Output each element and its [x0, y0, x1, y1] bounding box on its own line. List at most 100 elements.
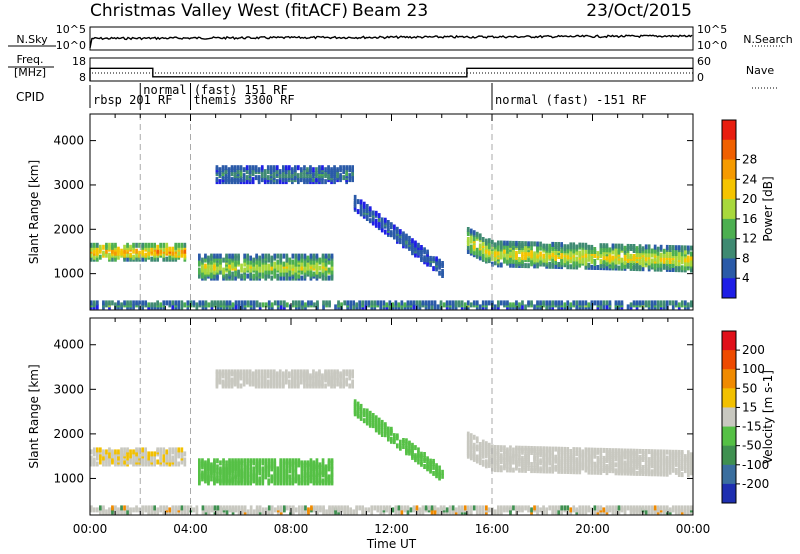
echo-cell	[257, 375, 261, 381]
echo-cell	[201, 257, 204, 263]
echo-cell	[228, 458, 231, 464]
echo-cell	[593, 247, 597, 252]
echo-cell	[650, 505, 654, 511]
echo-cell	[426, 249, 429, 255]
echo-cell	[225, 273, 228, 279]
echo-cell	[563, 302, 567, 308]
echo-cell	[272, 383, 276, 389]
echo-cell	[438, 469, 441, 475]
echo-cell	[441, 473, 444, 479]
echo-cell	[659, 505, 663, 511]
echo-cell	[677, 265, 681, 271]
echo-cell	[288, 275, 292, 281]
echo-cell	[316, 300, 319, 306]
echo-cell	[548, 243, 551, 249]
echo-cell	[174, 447, 178, 453]
echo-cell	[309, 458, 313, 464]
echo-cell	[659, 449, 663, 455]
echo-cell	[210, 253, 213, 259]
echo-cell	[289, 304, 292, 310]
echo-cell	[316, 509, 319, 515]
echo-cell	[402, 438, 405, 443]
y-axis-label: Slant Range [km]	[27, 364, 41, 468]
echo-cell	[285, 369, 288, 375]
echo-cell	[174, 242, 178, 248]
echo-cell	[234, 300, 238, 306]
echo-cell	[690, 452, 693, 458]
echo-cell	[536, 261, 539, 267]
echo-cell	[352, 509, 355, 515]
echo-cell	[219, 300, 223, 306]
echo-cell	[162, 256, 166, 262]
echo-cell	[318, 165, 321, 171]
echo-cell	[488, 238, 491, 244]
echo-cell	[288, 468, 292, 474]
echo-cell	[327, 259, 331, 265]
echo-cell	[356, 209, 360, 215]
echo-cell	[294, 458, 298, 464]
echo-cell	[324, 253, 328, 259]
echo-cell	[108, 507, 111, 513]
echo-cell	[626, 251, 630, 257]
echo-cell	[321, 462, 325, 468]
echo-cell	[213, 263, 216, 269]
echo-cell	[656, 266, 660, 272]
echo-cell	[264, 458, 268, 464]
echo-cell	[159, 302, 162, 308]
echo-cell	[605, 505, 609, 511]
echo-region	[90, 242, 187, 262]
echo-cell	[572, 256, 576, 262]
echo-cell	[358, 300, 361, 306]
echo-cell	[291, 474, 295, 480]
echo-region	[198, 253, 334, 281]
echo-cell	[635, 262, 639, 268]
nsearch-tick-high: 10^5	[697, 23, 727, 36]
echo-cell	[345, 369, 348, 375]
echo-cell	[605, 243, 609, 249]
echo-cell	[183, 457, 187, 463]
echo-cell	[533, 505, 536, 511]
echo-cell	[671, 505, 675, 511]
echo-cell	[451, 300, 455, 306]
echo-cell	[291, 253, 295, 259]
echo-cell	[249, 472, 252, 478]
echo-cell	[126, 447, 129, 453]
echo-cell	[441, 261, 444, 266]
echo-cell	[204, 460, 207, 466]
echo-cell	[243, 464, 246, 470]
echo-cell	[126, 252, 129, 258]
echo-cell	[108, 300, 111, 306]
echo-cell	[680, 505, 684, 511]
echo-cell	[210, 300, 214, 306]
echo-cell	[288, 383, 291, 389]
echo-cell	[254, 165, 258, 171]
echo-cell	[662, 262, 666, 268]
echo-cell	[219, 460, 222, 466]
echo-cell	[231, 474, 234, 480]
echo-cell	[315, 261, 319, 267]
echo-cell	[614, 263, 618, 269]
echo-cell	[267, 470, 271, 476]
echo-cell	[303, 261, 307, 267]
echo-cell	[276, 263, 280, 269]
echo-cell	[590, 300, 594, 306]
echo-cell	[251, 371, 255, 377]
echo-cell	[234, 253, 237, 259]
echo-cell	[177, 300, 181, 306]
echo-cell	[533, 454, 536, 460]
echo-cell	[291, 458, 295, 464]
echo-cell	[587, 262, 591, 268]
echo-cell	[503, 505, 506, 511]
echo-cell	[294, 253, 298, 259]
echo-cell	[171, 505, 175, 511]
echo-cell	[533, 251, 536, 257]
echo-cell	[460, 300, 464, 306]
echo-cell	[306, 468, 310, 474]
echo-cell	[306, 255, 310, 261]
echo-cell	[632, 505, 636, 511]
echo-cell	[432, 266, 435, 272]
echo-cell	[324, 480, 328, 486]
echo-cell	[475, 444, 479, 450]
echo-cell	[599, 457, 603, 463]
echo-cell	[524, 505, 527, 511]
